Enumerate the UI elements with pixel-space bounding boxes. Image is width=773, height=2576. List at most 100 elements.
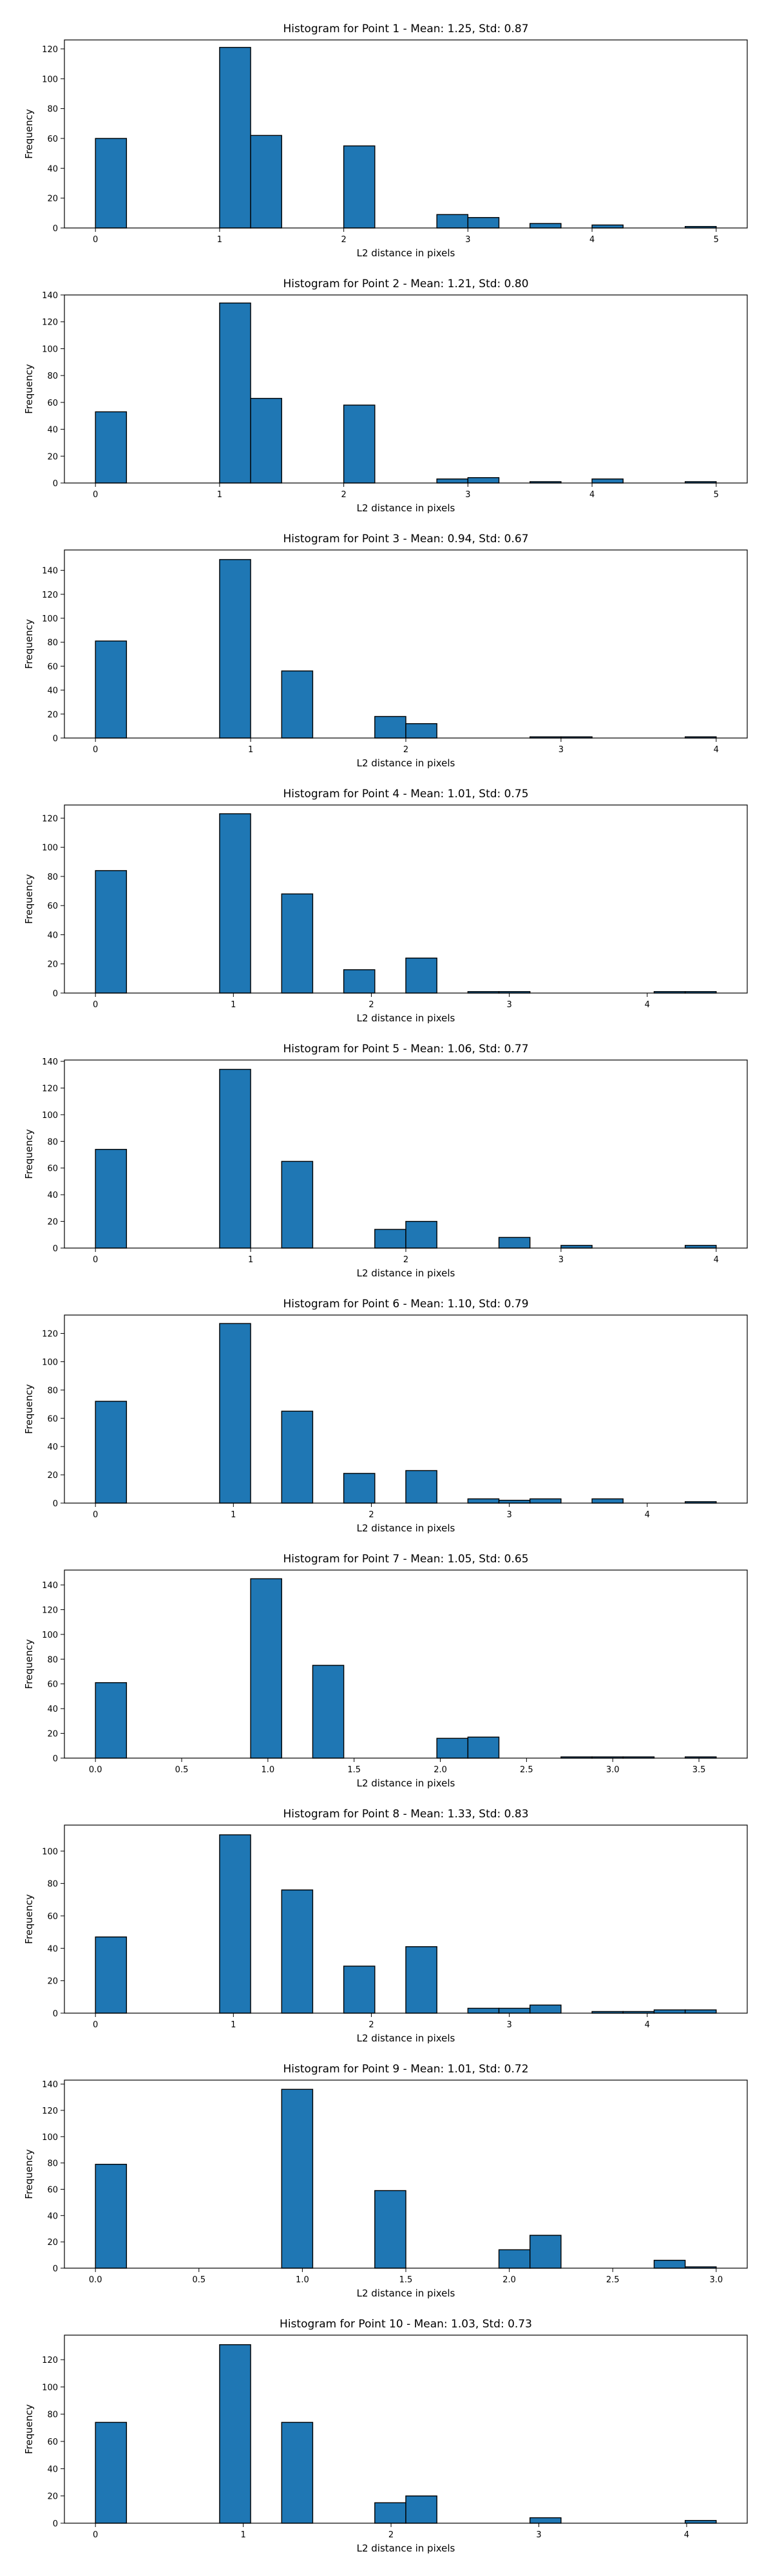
x-tick-label: 2 [403,1255,408,1265]
y-tick-label: 100 [42,345,58,354]
y-tick-label: 80 [47,1655,58,1665]
y-tick-label: 20 [47,960,58,970]
x-axis-label: L2 distance in pixels [357,1777,455,1789]
y-tick-label: 60 [47,399,58,408]
y-tick-label: 60 [47,2185,58,2195]
x-tick-label: 1.0 [296,2275,309,2285]
x-tick-label: 3.5 [692,1765,706,1775]
histogram-bar [281,2421,314,2524]
histogram-bar [343,404,376,484]
y-tick-label: 100 [42,1847,58,1857]
y-tick-label: 60 [47,135,58,144]
x-tick-label: 4 [684,2530,689,2540]
histogram-bar [560,1245,593,1249]
chart-title: Histogram for Point 4 - Mean: 1.01, Std:… [283,788,528,800]
y-axis-label: Frequency [23,364,35,414]
y-tick-label: 0 [53,1244,58,1254]
x-tick-label: 0 [93,2530,98,2540]
histogram-bar [436,214,469,229]
histogram-bar [498,1499,531,1504]
x-tick-label: 1 [231,1510,236,1520]
y-tick-label: 60 [47,662,58,672]
plot-frame [64,2334,748,2524]
y-tick-label: 140 [42,567,58,576]
y-tick-label: 100 [42,614,58,624]
x-tick-label: 2.5 [606,2275,620,2285]
x-tick-label: 2.0 [502,2275,516,2285]
histogram-bar [684,2009,717,2014]
x-tick-label: 2 [368,1000,374,1010]
y-tick-label: 120 [42,1330,58,1340]
y-tick-label: 0 [53,224,58,234]
y-tick-label: 80 [47,1386,58,1396]
x-axis-label: L2 distance in pixels [357,247,455,259]
chart-title: Histogram for Point 7 - Mean: 1.05, Std:… [283,1553,528,1566]
y-tick-label: 20 [47,710,58,720]
y-tick-label: 80 [47,2159,58,2169]
x-axis-label: L2 distance in pixels [357,502,455,514]
histogram-bar [343,969,376,994]
x-tick-label: 4 [714,1255,719,1265]
y-axis-label: Frequency [23,1129,35,1179]
x-tick-label: 1 [231,1000,236,1010]
x-tick-label: 2 [388,2530,394,2540]
chart-10: Histogram for Point 10 - Mean: 1.03, Std… [23,2318,748,2554]
y-tick-label: 80 [47,105,58,115]
histogram-bar [530,2004,562,2014]
histogram-bar [219,813,251,994]
histogram-bar [281,2088,314,2269]
y-tick-label: 120 [42,2356,58,2365]
y-tick-label: 40 [47,1443,58,1452]
histogram-bar [467,2007,500,2014]
histogram-bar [250,397,282,484]
x-tick-label: 3 [506,1510,511,1520]
y-tick-label: 60 [47,1414,58,1424]
x-tick-label: 4 [589,235,595,245]
histogram-bar [95,1401,128,1504]
histogram-bar [95,640,128,739]
histogram-bar [653,2260,686,2269]
x-tick-label: 1.5 [347,1765,361,1775]
x-tick-label: 1 [217,235,222,245]
chart-1: Histogram for Point 1 - Mean: 1.25, Std:… [23,23,748,259]
histogram-bar [95,1149,128,1249]
x-tick-label: 1 [217,490,222,500]
y-tick-label: 100 [42,2383,58,2392]
y-tick-label: 100 [42,1631,58,1640]
x-tick-label: 0.0 [89,2275,102,2285]
y-tick-label: 60 [47,902,58,911]
x-tick-label: 2 [368,2020,374,2030]
y-tick-label: 80 [47,638,58,648]
y-tick-label: 100 [42,75,58,84]
plot-frame [64,804,748,994]
histogram-bar [95,1682,128,1759]
y-tick-label: 20 [47,194,58,204]
histogram-bar [498,2249,531,2269]
y-tick-label: 80 [47,1880,58,1889]
histogram-bar [219,2344,251,2524]
x-tick-label: 0.5 [175,1765,189,1775]
chart-title: Histogram for Point 8 - Mean: 1.33, Std:… [283,1808,528,1821]
histogram-bar [498,2007,531,2014]
histogram-bar [467,1736,500,1759]
chart-title: Histogram for Point 10 - Mean: 1.03, Std… [280,2318,532,2331]
x-axis-label: L2 distance in pixels [357,757,455,769]
y-tick-label: 80 [47,372,58,381]
x-tick-label: 4 [589,490,595,500]
plot-frame [64,1059,748,1249]
histogram-bar [436,1738,469,1759]
x-tick-label: 2 [368,1510,374,1520]
y-tick-label: 120 [42,814,58,824]
chart-6: Histogram for Point 6 - Mean: 1.10, Std:… [23,1298,748,1534]
histogram-bar [250,1578,282,1759]
x-tick-label: 0.5 [192,2275,205,2285]
x-tick-label: 4 [645,2020,650,2030]
y-tick-label: 100 [42,2133,58,2143]
histogram-bar [684,1245,717,1249]
histogram-bar [95,138,128,229]
histogram-bar [281,893,314,994]
y-tick-label: 40 [47,687,58,696]
histogram-bar [95,2163,128,2269]
histogram-bar [343,145,376,229]
y-tick-label: 60 [47,1680,58,1690]
